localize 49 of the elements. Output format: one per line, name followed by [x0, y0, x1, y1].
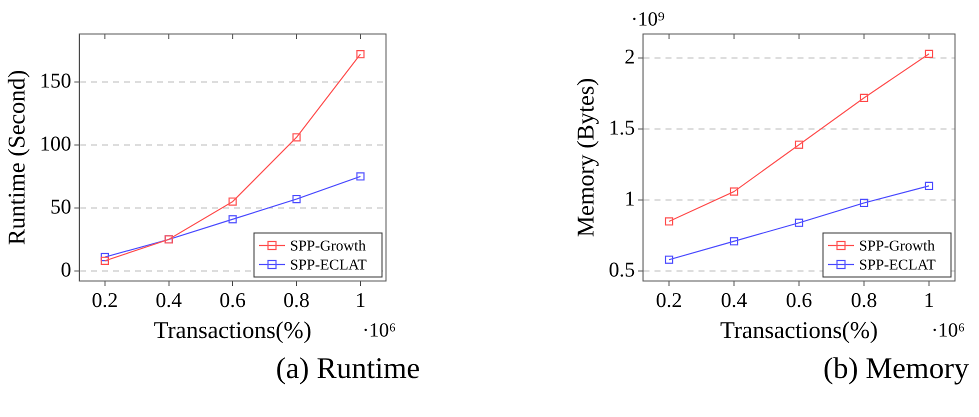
x-axis-title: Transactions(%)	[154, 318, 312, 344]
point	[100, 252, 109, 262]
point	[228, 197, 237, 206]
y-tick-label: 100	[40, 131, 72, 156]
point	[356, 172, 365, 181]
point	[292, 133, 301, 142]
legend-label: SPP-Growth	[859, 238, 936, 254]
point	[794, 140, 804, 149]
x-tick-label: 0.4	[156, 288, 182, 312]
point	[860, 198, 868, 208]
point	[730, 237, 738, 246]
point	[924, 50, 934, 58]
y-tick-label: 150	[40, 68, 72, 92]
text: (a) Runtime	[276, 352, 420, 386]
x-tick-label: 0.4	[720, 288, 748, 312]
point	[100, 256, 109, 265]
x-tick-label: 0.8	[850, 288, 878, 312]
legend-label: SPP-Growth	[290, 238, 366, 254]
point	[664, 217, 674, 226]
y-axis-title: Runtime (Second)	[4, 70, 31, 246]
text: (b) Memory	[823, 352, 969, 386]
x-tick-label: 0.6	[220, 288, 246, 312]
x-tick-label: 0.8	[283, 288, 310, 312]
x-tick-label: 0.2	[656, 288, 682, 312]
y-tick-label: 50	[50, 194, 72, 218]
point	[924, 182, 934, 190]
point	[292, 194, 301, 204]
y-tick-label: 1.5	[608, 116, 636, 140]
y-tick-label: 2	[624, 44, 636, 69]
point	[228, 215, 237, 224]
y-tick-label: 0.5	[608, 258, 636, 282]
y-tick-label: 1	[624, 186, 636, 211]
text: ·10⁹	[631, 8, 665, 30]
legend-label: SPP-ECLAT	[859, 257, 936, 274]
point	[730, 187, 738, 196]
x-tick-label: 0.2	[92, 288, 118, 312]
legend-label: SPP-ECLAT	[290, 257, 367, 274]
point	[794, 218, 804, 227]
y-tick-label: 0	[60, 257, 72, 282]
x-tick-label: 1	[355, 288, 366, 312]
point	[664, 256, 674, 264]
text: ·10⁶	[931, 319, 966, 342]
text: ·10⁶	[362, 319, 396, 342]
point	[860, 94, 868, 102]
x-tick-label: 0.6	[786, 288, 812, 312]
x-axis-title: Transactions(%)	[720, 318, 878, 344]
point	[356, 50, 365, 58]
y-axis-title: Memory (Bytes)	[574, 78, 600, 238]
x-tick-label: 1	[924, 288, 934, 312]
